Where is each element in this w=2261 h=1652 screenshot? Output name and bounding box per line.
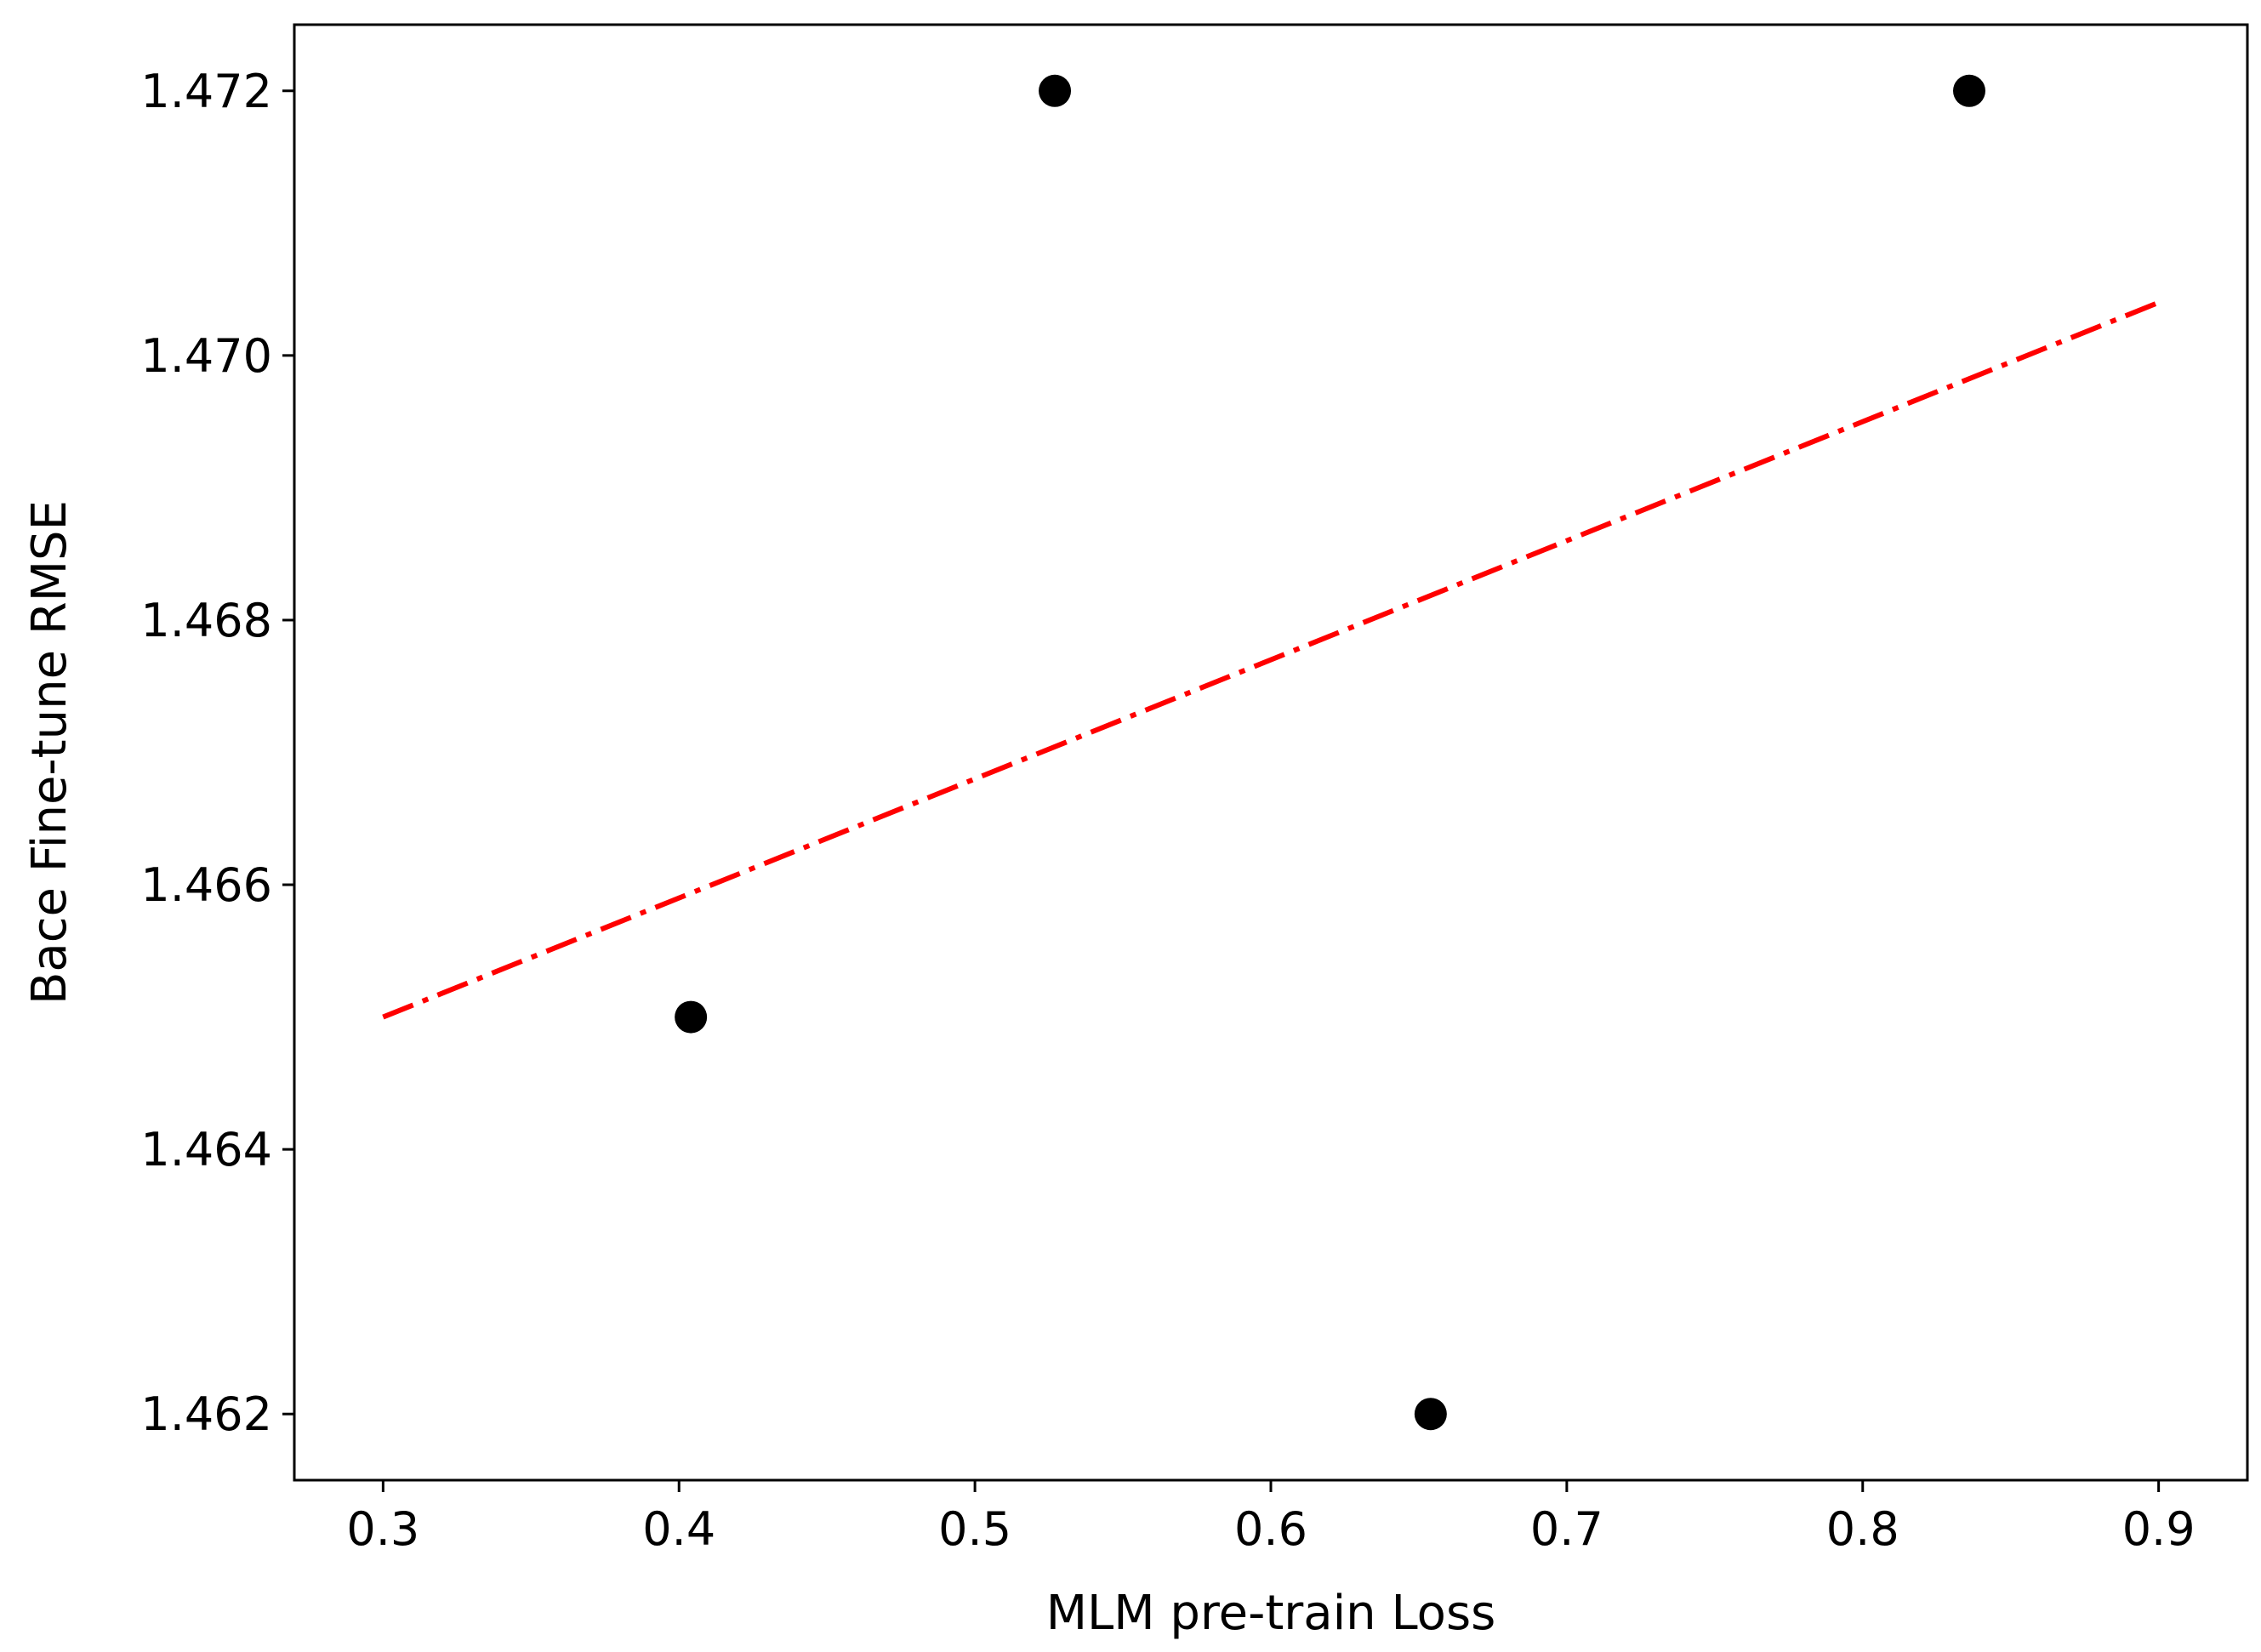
y-tick-label: 1.468 bbox=[140, 594, 272, 647]
y-tick-label: 1.472 bbox=[140, 65, 272, 118]
x-axis-ticks: 0.3 0.4 0.5 0.6 0.7 0.8 0.9 bbox=[346, 1480, 2196, 1556]
scatter-point bbox=[1952, 74, 1985, 107]
y-tick-label: 1.462 bbox=[140, 1387, 272, 1441]
y-axis-title: Bace Fine-tune RMSE bbox=[22, 500, 77, 1005]
y-axis-ticks: 1.462 1.464 1.466 1.468 1.470 1.472 bbox=[140, 65, 294, 1441]
y-tick-label: 1.464 bbox=[140, 1123, 272, 1176]
x-axis-title: MLM pre-train Loss bbox=[1046, 1586, 1496, 1641]
x-tick-label: 0.9 bbox=[2122, 1502, 2196, 1556]
x-tick-label: 0.4 bbox=[642, 1502, 715, 1556]
scatter-point bbox=[1414, 1398, 1447, 1431]
fit-line-layer bbox=[382, 299, 2160, 1020]
points-layer bbox=[675, 74, 1985, 1431]
y-tick-label: 1.466 bbox=[140, 858, 272, 912]
y-tick-label: 1.470 bbox=[140, 329, 272, 383]
scatter-point bbox=[1039, 74, 1072, 107]
x-tick-label: 0.8 bbox=[1826, 1502, 1899, 1556]
x-tick-label: 0.5 bbox=[938, 1502, 1011, 1556]
x-tick-label: 0.3 bbox=[346, 1502, 419, 1556]
x-tick-label: 0.6 bbox=[1234, 1502, 1307, 1556]
fit-line bbox=[382, 299, 2160, 1020]
x-tick-label: 0.7 bbox=[1530, 1502, 1603, 1556]
scatter-point bbox=[675, 1000, 708, 1034]
